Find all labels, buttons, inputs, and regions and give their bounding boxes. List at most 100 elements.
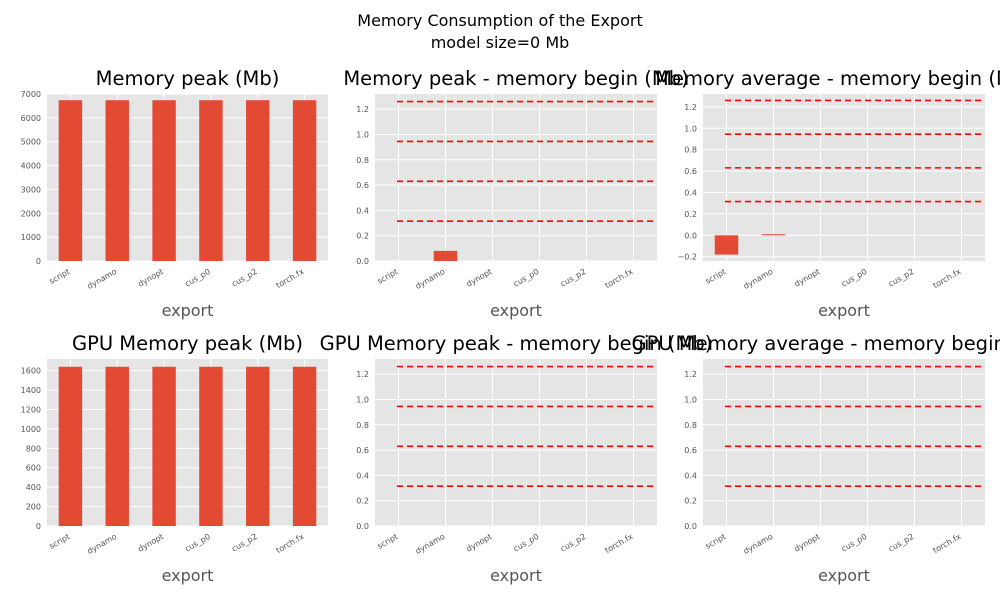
axes-background [375, 359, 657, 526]
ytick-label: 1.0 [684, 124, 697, 133]
xtick-label: cus_p0 [840, 267, 869, 289]
axes-background [375, 94, 657, 261]
ytick-label: 0.8 [356, 421, 369, 430]
xtick-label: torch.fx [931, 267, 962, 290]
subplot-title: GPU Memory peak - memory begin (Mb) [320, 332, 713, 355]
xtick-label: dynopt [136, 532, 165, 554]
bar-script [714, 235, 739, 255]
subplot-title: Memory peak (Mb) [96, 67, 280, 90]
bar-dynamo [105, 100, 129, 262]
ytick-label: 0.2 [684, 210, 697, 219]
suptitle-line-1: Memory Consumption of the Export [357, 11, 642, 30]
x-axis-label: export [818, 301, 870, 320]
ytick-label: 0 [36, 522, 41, 531]
ytick-label: 5000 [21, 138, 41, 147]
xtick-label: cus_p0 [840, 532, 869, 554]
xtick-label: cus_p2 [230, 267, 259, 289]
bar-torch.fx [292, 366, 317, 526]
xtick-label: cus_p0 [183, 267, 212, 289]
xtick-label: script [376, 532, 400, 551]
x-axis-label: export [490, 301, 542, 320]
xtick-label: script [48, 532, 72, 551]
bar-dynopt [152, 100, 176, 262]
bar-script [58, 100, 83, 262]
bar-cus_p2 [246, 366, 270, 526]
xtick-label: script [376, 267, 400, 286]
ytick-label: 1600 [21, 367, 41, 376]
xtick-label: dynamo [86, 267, 119, 291]
bar-dynopt [152, 366, 176, 526]
xtick-label: torch.fx [603, 532, 634, 555]
xtick-label: dynopt [793, 267, 822, 289]
ytick-label: 3000 [21, 185, 41, 194]
ytick-label: 0.0 [356, 257, 369, 266]
ytick-label: 0.6 [684, 446, 697, 455]
ytick-label: 0.8 [684, 146, 697, 155]
subplot-title: GPU Memory average - memory begin (Mb) [632, 332, 1000, 355]
ytick-label: 0.8 [356, 156, 369, 165]
ytick-label: 0.6 [356, 446, 369, 455]
ytick-label: 400 [26, 483, 41, 492]
subplot-title: Memory average - memory begin (Mb) [655, 67, 1000, 90]
bar-script [58, 366, 83, 526]
xtick-label: cus_p2 [887, 532, 916, 554]
ytick-label: 1000 [21, 425, 41, 434]
xtick-label: dynopt [465, 532, 494, 554]
subplot-title: Memory peak - memory begin (Mb) [343, 67, 688, 90]
xtick-label: dynamo [742, 532, 775, 556]
bar-dynamo [105, 366, 129, 526]
xtick-label: torch.fx [274, 532, 305, 555]
xtick-label: dynamo [742, 267, 775, 291]
ytick-label: 600 [26, 464, 41, 473]
ytick-label: 1.0 [356, 395, 369, 404]
xtick-label: torch.fx [603, 267, 634, 290]
xtick-label: cus_p2 [887, 267, 916, 289]
xtick-label: cus_p0 [183, 532, 212, 554]
ytick-label: 1.0 [356, 130, 369, 139]
axes-background [47, 94, 328, 261]
bar-cus_p0 [199, 100, 223, 262]
ytick-label: 0.2 [684, 497, 697, 506]
x-axis-label: export [162, 301, 214, 320]
ytick-label: 0.4 [356, 206, 369, 215]
xtick-label: script [704, 532, 728, 551]
ytick-label: 0.2 [356, 497, 369, 506]
ytick-label: 0.4 [684, 471, 697, 480]
ytick-label: 1.2 [684, 370, 697, 379]
ytick-label: 7000 [21, 90, 41, 99]
ytick-label: 0 [36, 257, 41, 266]
subplot-1: 0 1000 2000 3000 4000 5000 6000 7000 script dynam… [21, 67, 328, 320]
ytick-label: −0.2 [678, 253, 697, 262]
axes-background [703, 359, 985, 526]
xtick-label: cus_p0 [512, 267, 541, 289]
subplot-4: 0 200 400 600 800 1000 1200 1400 1600 script dynam… [21, 332, 328, 585]
xtick-label: script [48, 267, 72, 286]
xtick-label: cus_p2 [559, 532, 588, 554]
ytick-label: 1.2 [356, 105, 369, 114]
subplot-title: GPU Memory peak (Mb) [72, 332, 303, 355]
ytick-label: 0.4 [684, 188, 697, 197]
xtick-label: torch.fx [931, 532, 962, 555]
xtick-label: torch.fx [274, 267, 305, 290]
bar-dynamo [761, 234, 786, 236]
ytick-label: 0.0 [356, 522, 369, 531]
suptitle-line-2: model size=0 Mb [431, 33, 570, 52]
xtick-label: dynopt [793, 532, 822, 554]
ytick-label: 0.0 [684, 231, 697, 240]
subplot-3: −0.2 0.0 0.2 0.4 0.6 0.8 1.0 1.2 script dynamo dyn… [655, 67, 1000, 320]
ytick-label: 0.4 [356, 471, 369, 480]
bar-dynamo [433, 250, 458, 261]
ytick-label: 1.0 [684, 395, 697, 404]
axes-background [47, 359, 328, 526]
xtick-label: dynopt [136, 267, 165, 289]
ytick-label: 1400 [21, 386, 41, 395]
ytick-label: 0.0 [684, 522, 697, 531]
x-axis-label: export [162, 566, 214, 585]
ytick-label: 4000 [21, 162, 41, 171]
ytick-label: 0.6 [356, 181, 369, 190]
xtick-label: cus_p2 [230, 532, 259, 554]
xtick-label: cus_p2 [559, 267, 588, 289]
ytick-label: 0.6 [684, 167, 697, 176]
